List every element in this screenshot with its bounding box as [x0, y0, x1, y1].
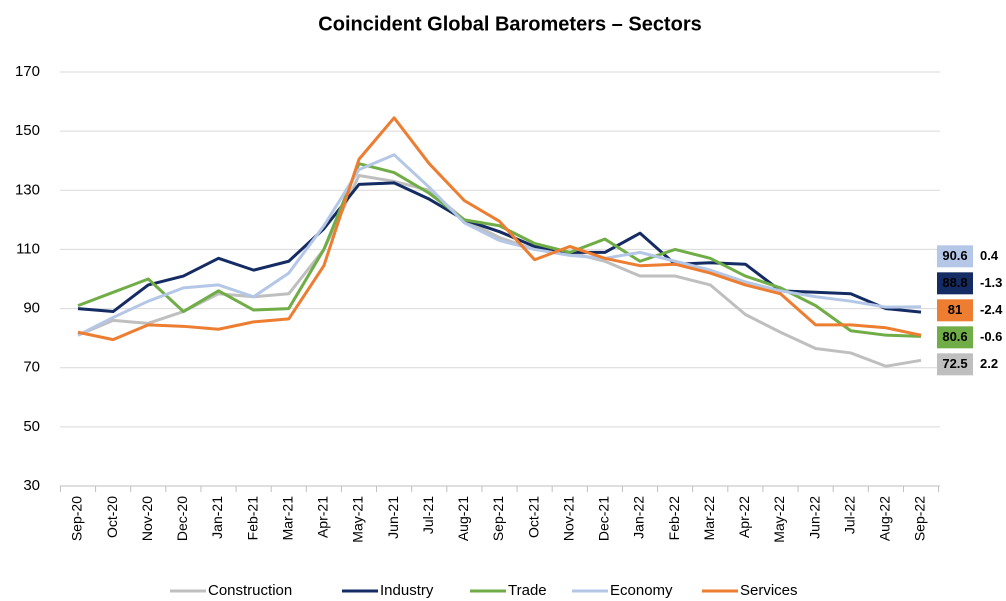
x-tick-label: Mar-21 — [279, 496, 295, 541]
change-label: 2.2 — [980, 356, 998, 371]
x-tick-label: Apr-21 — [315, 496, 331, 538]
series-line — [77, 116, 922, 342]
x-tick-label: Nov-21 — [560, 496, 576, 541]
legend-label: Industry — [380, 582, 434, 599]
x-tick-label: Sep-21 — [490, 496, 506, 541]
legend-label: Construction — [208, 582, 292, 599]
end-value-label: 81 — [948, 302, 962, 317]
x-tick-label: Nov-20 — [139, 496, 155, 541]
end-value-box — [937, 299, 973, 322]
x-tick-label: Sep-22 — [912, 496, 928, 541]
y-tick-label: 110 — [16, 240, 40, 257]
x-tick-label: Jun-22 — [806, 496, 822, 539]
end-value-box — [937, 272, 973, 295]
change-label: -0.6 — [980, 329, 1002, 344]
y-tick-label: 150 — [15, 122, 40, 139]
end-value-box — [937, 353, 973, 376]
y-tick-label: 30 — [23, 477, 40, 494]
end-value-label: 88.8 — [942, 275, 967, 290]
x-tick-label: Feb-21 — [244, 496, 260, 541]
change-label: -1.3 — [980, 275, 1002, 290]
x-tick-label: Jan-22 — [631, 496, 647, 539]
end-value-box — [937, 245, 973, 268]
series-line — [77, 153, 922, 337]
x-tick-label: Mar-22 — [701, 496, 717, 541]
series-line — [77, 174, 922, 368]
x-tick-label: Jun-21 — [385, 496, 401, 539]
x-tick-label: Jul-22 — [841, 496, 857, 534]
legend-label: Services — [740, 582, 798, 599]
y-tick-label: 70 — [23, 359, 40, 376]
x-tick-label: May-22 — [771, 496, 787, 543]
x-tick-label: Aug-22 — [877, 496, 893, 541]
x-tick-label: Dec-21 — [596, 496, 612, 541]
y-tick-label: 50 — [23, 418, 40, 435]
end-value-label: 90.6 — [942, 248, 967, 263]
x-tick-label: Oct-20 — [104, 496, 120, 538]
y-tick-label: 130 — [15, 181, 40, 198]
y-tick-label: 90 — [23, 300, 40, 317]
x-tick-label: Feb-22 — [666, 496, 682, 541]
chart-title: Coincident Global Barometers – Sectors — [318, 13, 701, 35]
legend-label: Economy — [610, 582, 673, 599]
end-value-box — [937, 326, 973, 349]
x-tick-label: Jan-21 — [209, 496, 225, 539]
legend-label: Trade — [508, 582, 547, 599]
change-label: 0.4 — [980, 248, 999, 263]
x-tick-label: Dec-20 — [174, 496, 190, 541]
x-tick-label: Aug-21 — [455, 496, 471, 541]
series-line — [77, 162, 922, 338]
x-tick-label: Oct-21 — [525, 496, 541, 538]
end-value-label: 80.6 — [942, 329, 967, 344]
end-value-label: 72.5 — [942, 356, 967, 371]
x-tick-label: May-21 — [350, 496, 366, 543]
y-tick-label: 170 — [15, 63, 40, 80]
change-label: -2.4 — [980, 302, 1003, 317]
x-tick-label: Sep-20 — [69, 496, 85, 541]
x-tick-label: Jul-21 — [420, 496, 436, 534]
x-tick-label: Apr-22 — [736, 496, 752, 538]
